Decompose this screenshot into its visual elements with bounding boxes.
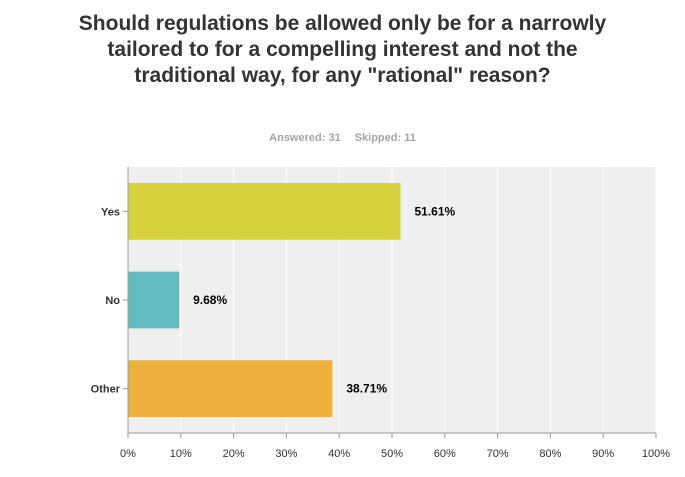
category-label: Other (91, 384, 121, 396)
x-tick-label: 40% (328, 448, 350, 460)
answered-count: Answered: 31 (269, 132, 341, 144)
x-tick-label: 100% (642, 448, 670, 460)
category-label: No (105, 295, 120, 307)
bar-yes (128, 182, 401, 240)
category-label: Yes (101, 206, 120, 218)
value-label: 9.68% (193, 293, 227, 307)
x-tick-label: 60% (434, 448, 456, 460)
x-tick-label: 30% (275, 448, 297, 460)
x-tick-label: 80% (539, 448, 561, 460)
x-tick-label: 50% (381, 448, 403, 460)
axes: 0% 10% 20% 30% 40% 50% 60% 70% 80% 90% 100% Yes No Ot… (91, 167, 670, 460)
x-tick-label: 90% (592, 448, 614, 460)
x-tick-label: 20% (223, 448, 245, 460)
value-label: 38.71% (346, 382, 387, 396)
bar-other (128, 360, 333, 418)
x-tick-label: 70% (487, 448, 509, 460)
value-label: 51.61% (415, 204, 456, 218)
bars: 51.61% 9.68% 38.71% (128, 182, 456, 418)
bar-no (128, 271, 180, 329)
chart-title: Should regulations be allowed only be fo… (78, 12, 607, 87)
x-tick-label: 0% (120, 448, 136, 460)
skipped-count: Skipped: 11 (354, 132, 416, 144)
response-stats: Answered: 31 Skipped: 11 (0, 132, 685, 144)
x-tick-label: 10% (170, 448, 192, 460)
